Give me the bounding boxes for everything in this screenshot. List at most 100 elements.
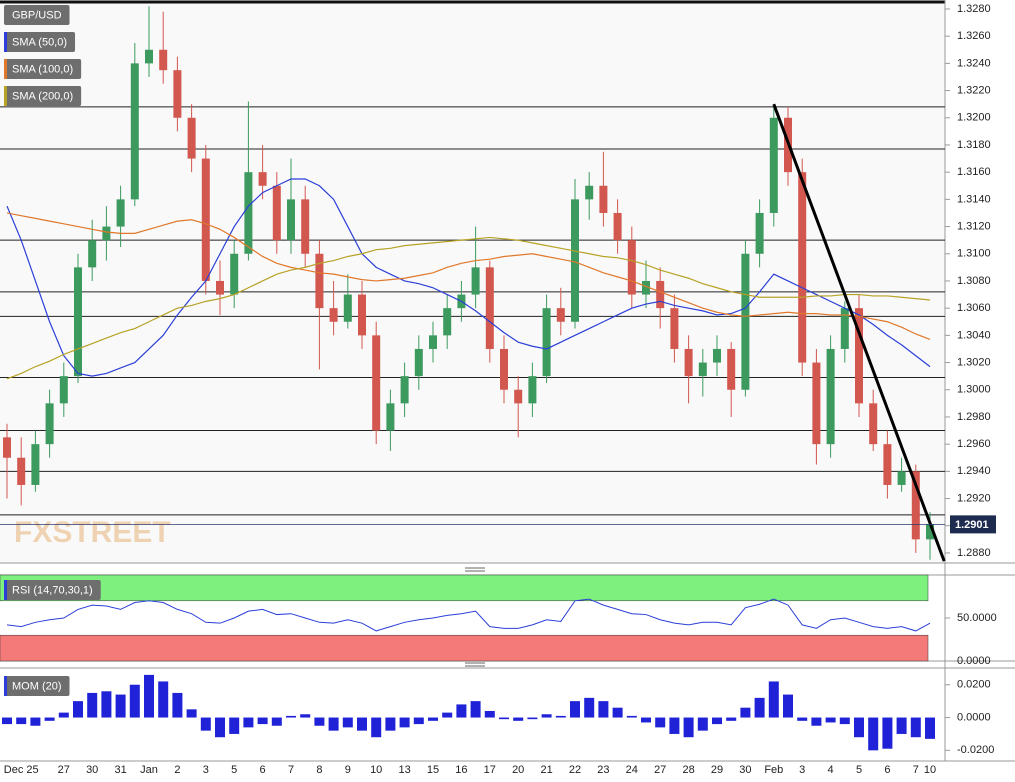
- candle-body: [642, 280, 650, 295]
- candle-body: [656, 280, 665, 309]
- y-tick-label: 1.3140: [957, 193, 991, 205]
- mom-bar: [882, 717, 893, 749]
- candle-body: [571, 199, 579, 322]
- mom-bar: [868, 717, 879, 751]
- y-tick-label: 1.3100: [957, 248, 991, 260]
- candle-body: [585, 185, 594, 200]
- mom-bar: [101, 691, 112, 718]
- legend-entry-swatch: [4, 86, 7, 106]
- x-tick-label: 3: [203, 764, 209, 776]
- candle-body: [414, 348, 423, 377]
- candle-body: [173, 70, 182, 118]
- mom-bar: [768, 681, 779, 718]
- legend-entry-bg: [4, 59, 82, 79]
- legend-entry: SMA (50,0): [4, 32, 76, 52]
- y-tick-label: 1.3200: [957, 112, 991, 124]
- x-tick-label: 30: [739, 764, 751, 776]
- mom-bar: [158, 681, 169, 718]
- candle-body: [713, 348, 721, 363]
- x-tick-label: 5: [856, 764, 862, 776]
- mom-bar: [200, 717, 211, 731]
- legend-entry-bg: [4, 32, 76, 52]
- candle-body: [230, 253, 239, 295]
- mom-bar: [115, 694, 126, 718]
- candle-body: [301, 199, 310, 254]
- x-tick-label: 6: [260, 764, 266, 776]
- mom-bar: [484, 710, 495, 718]
- x-tick-label: 29: [711, 764, 723, 776]
- candle-body: [59, 376, 68, 404]
- y-tick-label: 1.2940: [957, 465, 991, 477]
- candle-body: [755, 212, 764, 254]
- y-tick-label: 0.0000: [957, 655, 991, 667]
- candle-body: [102, 226, 111, 241]
- mom-bar: [413, 717, 424, 725]
- mom-bar: [385, 717, 396, 731]
- legend-entry-text: SMA (50,0): [12, 36, 67, 48]
- resize-handle[interactable]: [465, 662, 485, 667]
- candle-body: [684, 348, 693, 377]
- x-tick-label: 3: [799, 764, 805, 776]
- y-tick-label: 1.3160: [957, 166, 991, 178]
- candle-body: [812, 362, 821, 445]
- mom-bar: [626, 715, 637, 718]
- candle-body: [798, 172, 807, 363]
- candle-body: [471, 267, 480, 295]
- y-tick-label: 1.3260: [957, 30, 991, 42]
- x-tick-label: 23: [597, 764, 609, 776]
- x-tick-label: 8: [316, 764, 322, 776]
- candle-body: [130, 63, 139, 200]
- x-tick-label: 21: [540, 764, 552, 776]
- indicator-title-text: RSI (14,70,30,1): [12, 584, 93, 596]
- mom-bar: [257, 717, 268, 725]
- x-tick-label: 4: [828, 764, 834, 776]
- mom-bar: [129, 684, 140, 718]
- candle-body: [883, 444, 892, 485]
- rsi-line: [6, 598, 931, 632]
- symbol-label: GBP/USD: [4, 5, 70, 25]
- x-tick-label: 27: [58, 764, 70, 776]
- mom-bar: [73, 701, 83, 718]
- candle-body: [485, 267, 494, 349]
- mom-bar: [428, 717, 438, 721]
- symbol-label-text: GBP/USD: [12, 9, 62, 21]
- mom-bar: [683, 717, 694, 738]
- candle-body: [201, 158, 210, 281]
- mom-bar: [16, 717, 27, 725]
- candle-body: [272, 185, 281, 241]
- mom-bar: [783, 694, 793, 718]
- candle-body: [556, 308, 565, 322]
- mom-bar: [357, 717, 367, 731]
- mom-bar: [286, 715, 296, 718]
- candle-body: [329, 308, 338, 322]
- indicator-title-bg: [4, 580, 101, 600]
- mom-bar: [598, 701, 609, 718]
- y-tick-label: 1.3220: [957, 84, 991, 96]
- sma-line: [6, 212, 931, 340]
- candle-body: [315, 253, 324, 309]
- mom-bar: [399, 717, 410, 728]
- y-tick-label: 1.3040: [957, 329, 991, 341]
- candle-body: [17, 457, 26, 485]
- mom-bar: [641, 717, 651, 723]
- x-tick-label: 16: [455, 764, 467, 776]
- candle-body: [897, 471, 906, 485]
- mom-bar: [172, 692, 183, 718]
- watermark: FXSTREET: [14, 516, 171, 549]
- mom-bar: [584, 697, 595, 718]
- resize-handle[interactable]: [465, 567, 485, 572]
- candle-body: [855, 308, 863, 404]
- legend-entry-swatch: [4, 59, 7, 79]
- mom-bar: [300, 714, 311, 718]
- mom-bar: [839, 717, 850, 725]
- candle-body: [926, 524, 934, 540]
- candle-body: [869, 403, 878, 445]
- y-tick-label: 1.3080: [957, 275, 991, 287]
- candle-body: [116, 199, 125, 227]
- x-tick-label: 27: [654, 764, 666, 776]
- sma-line: [6, 178, 931, 377]
- legend-entry: SMA (100,0): [4, 59, 82, 79]
- mom-bar: [371, 717, 382, 738]
- y-tick-label: 1.3280: [957, 3, 991, 15]
